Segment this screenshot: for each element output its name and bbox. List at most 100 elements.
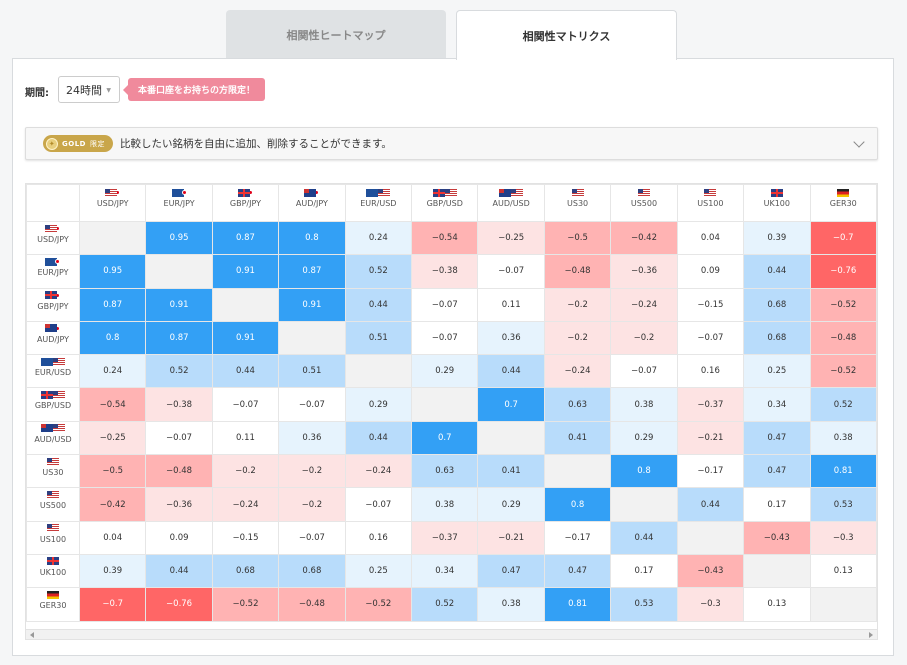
row-flag-icon	[45, 291, 61, 300]
table-row: AUD/JPY 0.8 0.87 0.91 0.51 −0.07 0.36 −0.2 −0.2−…	[26, 320, 877, 356]
correlation-cell: −0.07	[411, 320, 479, 356]
flag-eu-icon	[171, 188, 184, 197]
correlation-cell: 0.81	[543, 587, 612, 622]
column-header: AUD/JPY	[278, 184, 346, 222]
row-flag-icon	[46, 457, 59, 466]
row-header-label: US30	[42, 468, 64, 478]
correlation-cell: 0.91	[145, 287, 213, 322]
correlation-cell: 0.04	[676, 220, 745, 256]
correlation-cell: −0.37	[411, 520, 479, 555]
correlation-cell: 0.91	[211, 320, 280, 356]
horizontal-scrollbar[interactable]	[26, 629, 877, 639]
col-flag-icon	[304, 188, 320, 197]
column-header: EUR/USD	[344, 184, 413, 222]
flag-gb-icon	[770, 188, 783, 197]
period-select[interactable]: 24時間 ▼	[58, 76, 120, 103]
chevron-down-icon[interactable]	[853, 136, 865, 148]
correlation-cell: −0.3	[676, 587, 745, 622]
correlation-cell: 0.87	[278, 254, 346, 289]
table-row: UK100 0.39 0.44 0.68 0.68 0.25 0.34 0.47 0.47 0.1…	[26, 553, 877, 589]
row-flag-icon	[46, 590, 59, 599]
corner-cell	[26, 184, 80, 222]
tab-bar: 相関性ヒートマップ 相関性マトリクス	[226, 10, 678, 60]
table-row: AUD/USD −0.25 −0.07 0.11 0.36 0.44 0.7 0.41 0.29…	[26, 420, 877, 456]
correlation-cell: −0.5	[78, 454, 147, 489]
row-flag-icon	[46, 524, 59, 533]
row-header: USD/JPY	[26, 220, 80, 256]
table-row: GER30 −0.7 −0.76 −0.52 −0.48 −0.52 0.52 0.38 0.8…	[26, 587, 877, 622]
correlation-cell: 0.47	[543, 553, 612, 589]
tab-correlation-matrix[interactable]: 相関性マトリクス	[456, 10, 677, 60]
column-header: UK100	[743, 184, 811, 222]
correlation-cell: −0.52	[809, 287, 877, 322]
diagonal-cell	[411, 387, 479, 422]
correlation-cell: 0.51	[278, 354, 346, 389]
correlation-cell: −0.54	[78, 387, 147, 422]
column-header: US500	[610, 184, 678, 222]
flag-us-icon	[46, 457, 59, 466]
correlation-cell: −0.15	[211, 520, 280, 555]
tab-correlation-heatmap[interactable]: 相関性ヒートマップ	[226, 10, 446, 59]
symbol-edit-accordion[interactable]: ✦ GOLD 限定 比較したい銘柄を自由に追加、削除することができます。	[25, 127, 878, 160]
scroll-right-icon[interactable]	[869, 632, 873, 638]
correlation-cell: −0.5	[543, 220, 612, 256]
correlation-cell: 0.95	[145, 220, 213, 256]
flag-de-icon	[46, 590, 59, 599]
correlation-cell: −0.76	[809, 254, 877, 289]
correlation-cell: 0.47	[743, 420, 811, 456]
flag-jp-icon	[55, 259, 61, 265]
correlation-cell: 0.68	[743, 320, 811, 356]
correlation-cell: 0.87	[211, 220, 280, 256]
correlation-cell: −0.07	[477, 254, 545, 289]
flag-gb-icon	[46, 557, 59, 566]
correlation-cell: 0.25	[743, 354, 811, 389]
correlation-cell: −0.24	[211, 487, 280, 522]
correlation-cell: −0.25	[78, 420, 147, 456]
diagonal-cell	[610, 487, 678, 522]
correlation-cell: −0.2	[278, 487, 346, 522]
correlation-cell: 0.41	[543, 420, 612, 456]
row-header: US30	[26, 454, 80, 489]
matrix-table: USD/JPY EUR/JPY GBP/JPY AUD/JPY EUR/USD GBP/U…	[26, 184, 877, 622]
col-flag-icon	[237, 188, 253, 197]
flag-jp-icon	[181, 190, 187, 195]
row-flag-icon	[46, 490, 59, 499]
col-flag-icon	[105, 188, 121, 197]
scroll-left-icon[interactable]	[30, 632, 34, 638]
gold-label: GOLD	[62, 139, 86, 148]
diagonal-cell	[344, 354, 413, 389]
correlation-cell: −0.17	[543, 520, 612, 555]
row-header-label: EUR/JPY	[37, 268, 69, 278]
correlation-cell: −0.43	[743, 520, 811, 555]
correlation-cell: −0.37	[676, 387, 745, 422]
correlation-cell: 0.39	[78, 553, 147, 589]
row-header-label: EUR/USD	[34, 368, 72, 378]
correlation-cell: 0.09	[676, 254, 745, 289]
row-header-label: USD/JPY	[37, 235, 69, 244]
correlation-cell: 0.63	[543, 387, 612, 422]
correlation-cell: 0.53	[809, 487, 877, 522]
row-header-label: US100	[39, 534, 67, 544]
correlation-cell: 0.44	[344, 287, 413, 322]
correlation-cell: −0.21	[676, 420, 745, 456]
flag-eu-icon	[40, 357, 53, 366]
flag-us-icon	[444, 188, 457, 197]
correlation-cell: 0.09	[145, 520, 213, 555]
correlation-cell: −0.7	[78, 587, 147, 622]
diagonal-cell	[477, 420, 545, 456]
correlation-cell: 0.52	[809, 387, 877, 422]
correlation-cell: −0.07	[676, 320, 745, 356]
col-flag-icon	[171, 188, 187, 197]
row-header: AUD/USD	[26, 420, 80, 456]
correlation-cell: −0.07	[278, 387, 346, 422]
column-header: AUD/USD	[477, 184, 545, 222]
column-header: GBP/JPY	[211, 184, 280, 222]
flag-us-icon	[511, 188, 524, 197]
col-flag-icon	[499, 188, 524, 197]
correlation-cell: −0.21	[477, 520, 545, 555]
column-header-label: GBP/USD	[426, 199, 463, 208]
correlation-cell: 0.7	[477, 387, 545, 422]
correlation-cell: −0.42	[610, 220, 678, 256]
row-header-label: AUD/USD	[34, 434, 72, 444]
correlation-cell: −0.36	[610, 254, 678, 289]
